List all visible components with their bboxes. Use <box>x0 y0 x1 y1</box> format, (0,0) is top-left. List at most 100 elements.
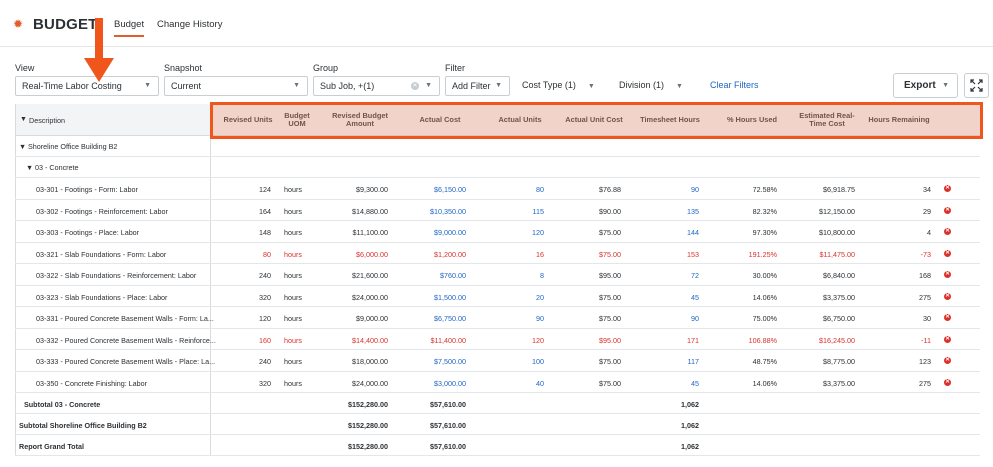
group-cell: ▼ 03 - Concrete <box>15 157 211 177</box>
col-hours-used[interactable]: % Hours Used <box>726 115 778 124</box>
cell-actual-unit-cost: $90.00 <box>599 206 621 216</box>
cell-hours-used: 30.00% <box>752 271 777 280</box>
delete-icon[interactable]: ✕ <box>944 292 951 300</box>
cell-actual-cost[interactable]: $3,000.00 <box>434 378 466 388</box>
delete-icon[interactable]: ✕ <box>944 206 951 214</box>
cell-revised-units: 160 <box>259 335 271 345</box>
table-row[interactable]: 03-331 - Poured Concrete Basement Walls … <box>15 307 980 329</box>
export-button[interactable]: Export ▼ <box>893 73 958 98</box>
cell-actual-units[interactable]: 80 <box>536 185 544 194</box>
table-row[interactable]: 03-302 - Footings - Reinforcement: Labor… <box>15 199 980 221</box>
subtotal-hours: 1,062 <box>681 421 699 430</box>
col-hours-remaining[interactable]: Hours Remaining <box>868 115 930 124</box>
cell-actual-cost[interactable]: $10,350.00 <box>430 206 466 216</box>
chevron-down-icon[interactable]: ▼ <box>19 142 27 151</box>
cell-actual-cost[interactable]: $6,150.00 <box>434 185 466 194</box>
cost-type-filter[interactable]: Cost Type (1) ▼ <box>522 80 595 90</box>
table-row[interactable]: 03-321 - Slab Foundations - Form: Labor 8… <box>15 242 980 264</box>
col-revised-budget[interactable]: Revised Budget Amount <box>332 111 388 128</box>
delete-icon[interactable]: ✕ <box>944 357 951 364</box>
cell-revised-budget: $14,880.00 <box>352 206 388 216</box>
group-division-label: 03 - Concrete <box>35 163 79 172</box>
row-description: 03-332 - Poured Concrete Basement Walls … <box>36 335 216 345</box>
delete-icon[interactable]: ✕ <box>944 314 951 321</box>
delete-icon[interactable]: ✕ <box>944 185 951 192</box>
table-row[interactable]: 03-301 - Footings - Form: Labor 124 hours $… <box>15 178 980 200</box>
chevron-down-icon: ▼ <box>587 83 595 90</box>
col-actual-unit-cost[interactable]: Actual Unit Cost <box>565 115 623 124</box>
delete-icon[interactable]: ✕ <box>944 378 951 386</box>
cell-timesheet-hours[interactable]: 144 <box>687 228 699 237</box>
clear-icon[interactable]: ✕ <box>411 82 419 90</box>
col-actual-units[interactable]: Actual Units <box>498 115 542 124</box>
cell-revised-units: 240 <box>259 357 271 366</box>
table-row[interactable]: 03-350 - Concrete Finishing: Labor 320 hou… <box>15 371 980 393</box>
cell-revised-units: 164 <box>259 206 271 216</box>
cell-revised-units: 240 <box>259 271 271 280</box>
clear-filters-link[interactable]: Clear Filters <box>710 80 759 90</box>
table-row[interactable]: 03-333 - Poured Concrete Basement Walls … <box>15 350 980 372</box>
cell-actual-cost[interactable]: $760.00 <box>440 271 466 280</box>
cell-actual-cost[interactable]: $9,000.00 <box>434 228 466 237</box>
cell-actual-unit-cost: $75.00 <box>599 378 621 388</box>
subtotal-hours: 1,062 <box>681 400 699 409</box>
row-description-cell: 03-301 - Footings - Form: Labor <box>15 178 211 199</box>
tab-budget[interactable]: Budget <box>114 19 145 37</box>
subtotal-row: Subtotal 03 - Concrete $152,280.00 $57,610… <box>15 393 980 414</box>
table-row[interactable]: 03-332 - Poured Concrete Basement Walls … <box>15 328 980 350</box>
fullscreen-icon[interactable] <box>964 73 989 98</box>
chevron-down-icon[interactable]: ▼ <box>26 163 34 172</box>
cell-timesheet-hours[interactable]: 45 <box>691 378 699 388</box>
tab-change-history[interactable]: Change History <box>157 19 223 30</box>
subtotal-label-cell: Report Grand Total <box>15 435 211 455</box>
delete-icon[interactable]: ✕ <box>944 271 951 278</box>
cell-timesheet-hours[interactable]: 45 <box>691 292 699 302</box>
cell-hours-used: 82.32% <box>752 206 777 216</box>
cell-actual-cost[interactable]: $6,750.00 <box>434 314 466 323</box>
row-description: 03-302 - Footings - Reinforcement: Labor <box>36 206 168 216</box>
cost-type-label: Cost Type (1) <box>522 80 576 90</box>
cell-actual-units[interactable]: 8 <box>540 271 544 280</box>
cell-actual-cost[interactable]: $7,500.00 <box>434 357 466 366</box>
cell-timesheet-hours[interactable]: 90 <box>691 314 699 323</box>
group-select[interactable]: Sub Job, +(1) ✕ ▼ <box>313 76 440 96</box>
cell-timesheet-hours[interactable]: 117 <box>687 357 699 366</box>
col-budget-uom[interactable]: Budget UOM <box>284 111 310 128</box>
row-description: 03-322 - Slab Foundations - Reinforcemen… <box>36 271 197 280</box>
cell-timesheet-hours[interactable]: 135 <box>687 206 699 216</box>
cell-actual-units[interactable]: 115 <box>532 206 544 216</box>
description-header-cell[interactable]: ▼ Description <box>15 104 211 135</box>
row-description-cell: 03-323 - Slab Foundations - Place: Labor <box>15 285 211 306</box>
cell-actual-units[interactable]: 40 <box>536 378 544 388</box>
delete-icon[interactable]: ✕ <box>944 249 951 257</box>
subtotal-label: Subtotal Shoreline Office Building B2 <box>19 421 147 430</box>
cell-revised-units: 80 <box>263 249 271 259</box>
cell-hours-remaining: 275 <box>919 292 931 302</box>
cell-revised-budget: $21,600.00 <box>352 271 388 280</box>
cell-timesheet-hours[interactable]: 72 <box>691 271 699 280</box>
col-est-cost[interactable]: Estimated Real-Time Cost <box>799 111 855 128</box>
add-filter-select[interactable]: Add Filter ▼ <box>445 76 510 96</box>
col-timesheet-hours[interactable]: Timesheet Hours <box>640 115 700 124</box>
cell-actual-cost[interactable]: $1,500.00 <box>434 292 466 302</box>
cell-actual-units[interactable]: 100 <box>532 357 544 366</box>
snapshot-select[interactable]: Current ▼ <box>164 76 308 96</box>
table-row[interactable]: 03-303 - Footings - Place: Labor 148 hours… <box>15 221 980 243</box>
cell-actual-units[interactable]: 90 <box>536 314 544 323</box>
cell-budget-uom: hours <box>284 228 302 237</box>
delete-icon[interactable]: ✕ <box>944 335 951 343</box>
view-select[interactable]: Real-Time Labor Costing ▼ <box>15 76 159 96</box>
division-filter[interactable]: Division (1) ▼ <box>619 80 683 90</box>
group-row-division[interactable]: ▼ 03 - Concrete <box>15 157 980 178</box>
cell-revised-units: 320 <box>259 378 271 388</box>
delete-icon[interactable]: ✕ <box>944 228 951 235</box>
group-row-job[interactable]: ▼ Shoreline Office Building B2 <box>15 136 980 157</box>
cell-actual-units[interactable]: 120 <box>532 228 544 237</box>
table-row[interactable]: 03-322 - Slab Foundations - Reinforcemen… <box>15 264 980 286</box>
cell-timesheet-hours[interactable]: 90 <box>691 185 699 194</box>
cell-actual-units[interactable]: 20 <box>536 292 544 302</box>
table-row[interactable]: 03-323 - Slab Foundations - Place: Labor… <box>15 285 980 307</box>
col-actual-cost[interactable]: Actual Cost <box>419 115 461 124</box>
subtotal-label-cell: Subtotal 03 - Concrete <box>15 393 211 413</box>
col-revised-units[interactable]: Revised Units <box>223 115 273 124</box>
